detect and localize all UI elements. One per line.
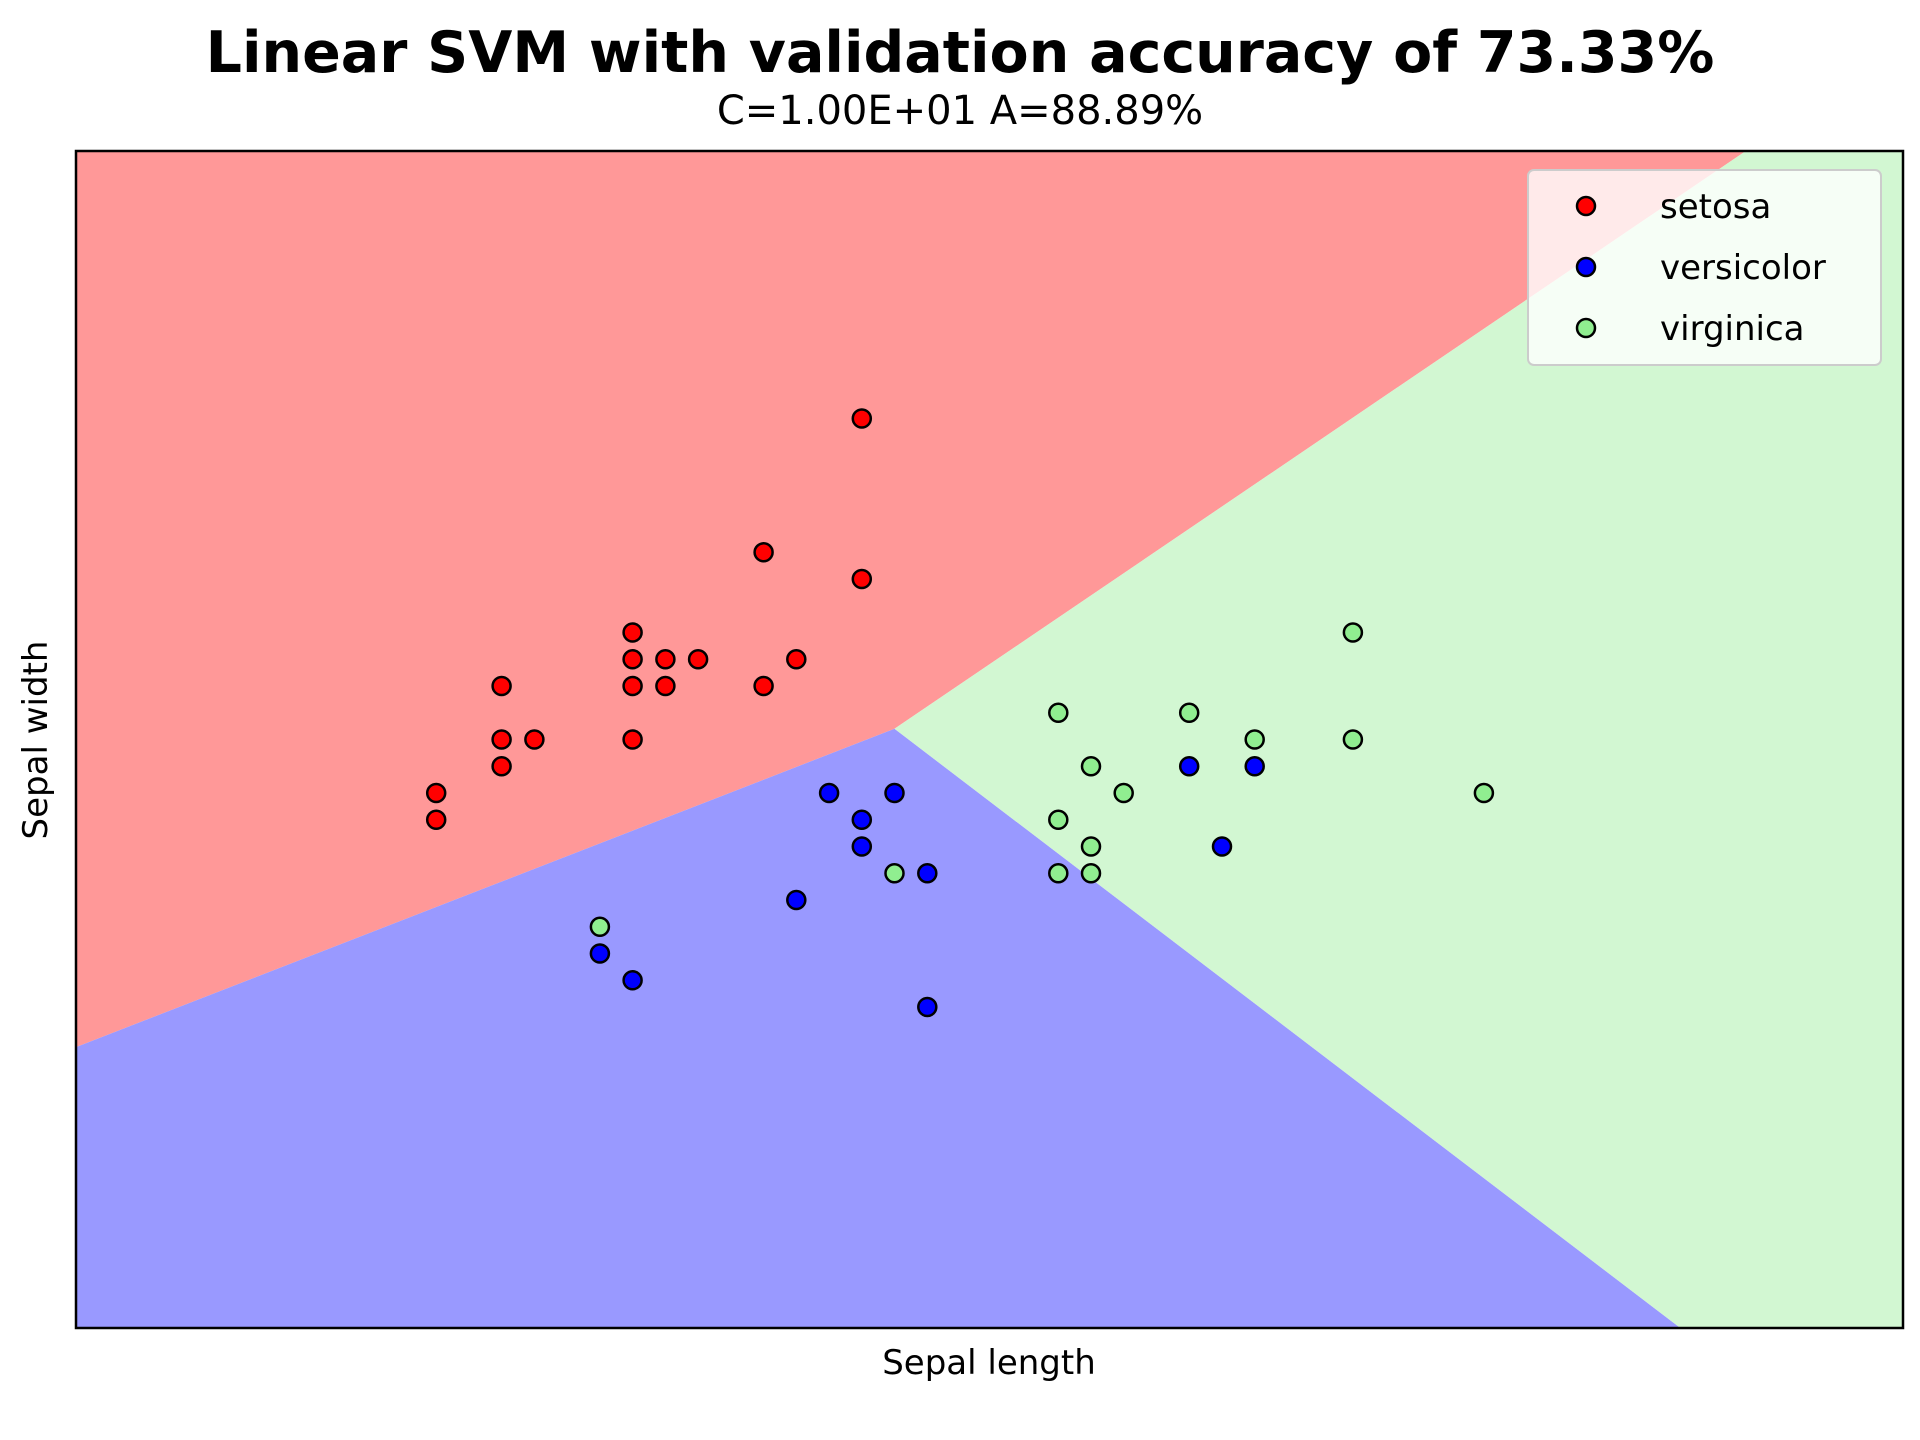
legend-marker-setosa bbox=[1575, 195, 1597, 217]
point-versicolor-11 bbox=[1244, 756, 1265, 777]
point-versicolor-9 bbox=[1178, 756, 1200, 777]
chart-title: Linear SVM with validation accuracy of 7… bbox=[205, 20, 1715, 86]
point-virginica-2 bbox=[1048, 702, 1069, 724]
point-virginica-0 bbox=[589, 916, 611, 938]
point-setosa-11 bbox=[655, 649, 676, 670]
legend-label-setosa: setosa bbox=[1660, 187, 1771, 227]
point-virginica-11 bbox=[1342, 622, 1364, 643]
chart-subtitle: C=1.00E+01 A=88.89% bbox=[716, 88, 1204, 134]
legend-box bbox=[1527, 169, 1882, 366]
legend-marker-virginica bbox=[1575, 317, 1597, 339]
point-virginica-4 bbox=[1048, 863, 1069, 884]
point-versicolor-4 bbox=[851, 836, 873, 857]
point-setosa-13 bbox=[753, 675, 774, 697]
point-setosa-8 bbox=[622, 649, 643, 670]
point-setosa-16 bbox=[851, 568, 873, 590]
point-virginica-1 bbox=[884, 863, 905, 884]
point-setosa-1 bbox=[425, 782, 447, 804]
point-setosa-10 bbox=[655, 675, 676, 697]
region-setosa bbox=[76, 151, 1746, 1048]
region-versicolor bbox=[76, 728, 1681, 1328]
point-setosa-2 bbox=[491, 756, 512, 777]
point-setosa-5 bbox=[524, 729, 545, 750]
legend-marker-versicolor bbox=[1575, 256, 1597, 278]
point-setosa-15 bbox=[786, 649, 807, 670]
point-setosa-7 bbox=[622, 675, 643, 697]
region-virginica bbox=[894, 151, 1903, 1328]
point-versicolor-7 bbox=[917, 863, 938, 884]
decision-regions bbox=[76, 151, 1903, 1328]
point-virginica-13 bbox=[1473, 782, 1495, 804]
point-virginica-10 bbox=[1244, 729, 1265, 750]
point-virginica-8 bbox=[1113, 782, 1134, 804]
x-axis-label: Sepal length bbox=[882, 1343, 1096, 1383]
legend-label-virginica: virginica bbox=[1660, 309, 1805, 349]
plot-frame bbox=[74, 149, 1905, 1330]
point-setosa-3 bbox=[491, 729, 512, 750]
point-versicolor-10 bbox=[1211, 836, 1233, 857]
y-axis-label: Sepal width bbox=[16, 641, 56, 840]
point-versicolor-1 bbox=[622, 970, 643, 991]
point-setosa-14 bbox=[753, 542, 774, 563]
point-versicolor-6 bbox=[884, 782, 905, 804]
point-setosa-17 bbox=[851, 408, 873, 429]
point-setosa-6 bbox=[622, 729, 643, 750]
point-virginica-3 bbox=[1048, 809, 1069, 831]
scatter-points bbox=[425, 408, 1495, 1018]
legend-label-versicolor: versicolor bbox=[1660, 248, 1826, 288]
point-virginica-9 bbox=[1178, 702, 1200, 724]
point-versicolor-8 bbox=[917, 996, 938, 1018]
point-setosa-12 bbox=[687, 649, 709, 670]
point-virginica-6 bbox=[1080, 836, 1102, 857]
legend: setosa versicolor virginica bbox=[1527, 169, 1882, 366]
point-versicolor-0 bbox=[589, 943, 611, 964]
point-setosa-4 bbox=[491, 675, 512, 697]
point-virginica-5 bbox=[1080, 756, 1102, 777]
point-virginica-12 bbox=[1342, 729, 1364, 750]
point-virginica-7 bbox=[1080, 863, 1102, 884]
point-versicolor-5 bbox=[851, 809, 873, 831]
point-setosa-0 bbox=[425, 809, 447, 831]
point-versicolor-2 bbox=[786, 889, 807, 911]
point-versicolor-3 bbox=[818, 782, 840, 804]
point-setosa-9 bbox=[622, 622, 643, 643]
